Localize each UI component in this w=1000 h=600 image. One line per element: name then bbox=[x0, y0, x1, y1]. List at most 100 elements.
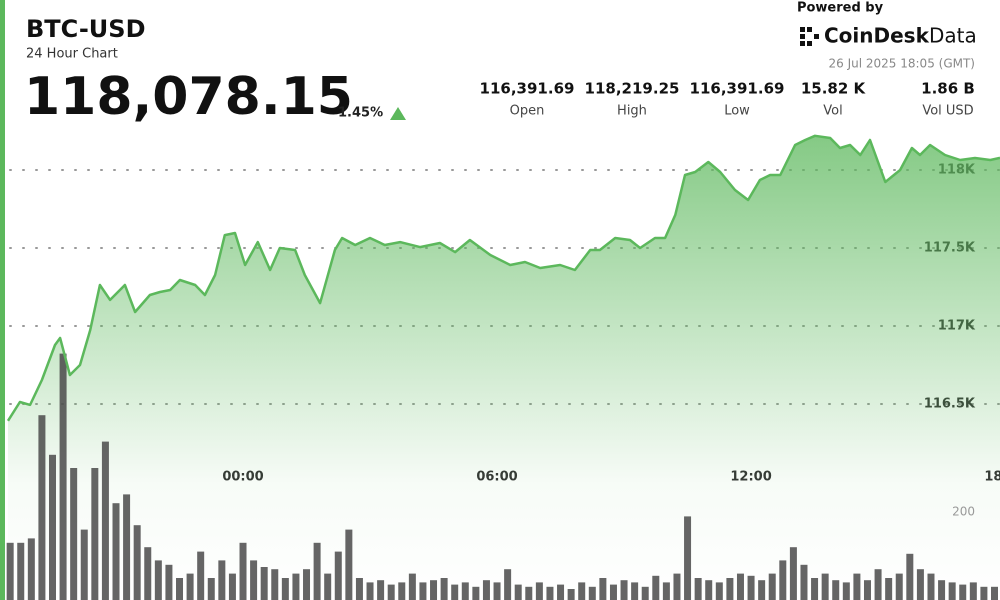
price: 118,078.15 bbox=[24, 67, 353, 127]
volume-bar bbox=[800, 564, 808, 600]
volume-bar bbox=[165, 564, 173, 600]
volume-bar bbox=[906, 553, 914, 600]
volume-bar bbox=[821, 573, 829, 600]
volume-bar bbox=[218, 560, 226, 600]
volume-bar bbox=[324, 573, 332, 600]
volume-bar bbox=[80, 529, 88, 600]
volume-bar bbox=[620, 580, 628, 600]
volume-bar bbox=[705, 580, 713, 600]
volume-bar bbox=[250, 560, 258, 600]
volume-bar bbox=[514, 584, 522, 600]
volume-bar bbox=[133, 525, 141, 600]
volume-bar bbox=[789, 547, 797, 600]
stat-value: 15.82 K bbox=[801, 80, 867, 98]
volume-tick-label: 200 bbox=[952, 505, 975, 519]
volume-bar bbox=[260, 567, 268, 600]
volume-bar bbox=[990, 586, 998, 600]
volume-bar bbox=[546, 586, 554, 600]
volume-bar bbox=[747, 575, 755, 600]
volume-bar bbox=[874, 569, 882, 600]
volume-bar bbox=[504, 569, 512, 600]
volume-bar bbox=[112, 503, 120, 600]
volume-bar bbox=[461, 582, 469, 600]
volume-bar bbox=[715, 582, 723, 600]
volume-bar bbox=[355, 578, 363, 600]
volume-bar bbox=[916, 569, 924, 600]
logo-icon bbox=[800, 27, 819, 46]
volume-bar bbox=[303, 569, 311, 600]
volume-bar bbox=[70, 468, 78, 600]
volume-bar bbox=[101, 441, 109, 600]
subtitle: 24 Hour Chart bbox=[26, 47, 118, 62]
volume-bar bbox=[832, 580, 840, 600]
stat-label: Vol USD bbox=[922, 104, 973, 119]
volume-bar bbox=[123, 494, 131, 600]
volume-bar bbox=[736, 573, 744, 600]
volume-bar bbox=[271, 569, 279, 600]
volume-bar bbox=[451, 584, 459, 600]
stat-label: Vol bbox=[823, 104, 842, 119]
title: BTC-USD bbox=[26, 15, 145, 43]
volume-bar bbox=[239, 542, 247, 600]
volume-bar bbox=[959, 584, 967, 600]
volume-bar bbox=[673, 573, 681, 600]
volume-bar bbox=[811, 578, 819, 600]
volume-bar bbox=[313, 542, 321, 600]
stat-label: High bbox=[617, 104, 647, 119]
volume-bar bbox=[186, 573, 194, 600]
volume-bar bbox=[938, 580, 946, 600]
volume-bar bbox=[599, 578, 607, 600]
volume-bar bbox=[207, 578, 215, 600]
volume-bar bbox=[758, 580, 766, 600]
volume-bar bbox=[557, 584, 565, 600]
brand-suffix: Data bbox=[929, 24, 977, 48]
volume-bar bbox=[927, 573, 935, 600]
volume-bar bbox=[578, 582, 586, 600]
volume-bar bbox=[567, 589, 575, 600]
volume-bar bbox=[895, 573, 903, 600]
volume-bar bbox=[694, 578, 702, 600]
volume-bar bbox=[842, 582, 850, 600]
volume-bar bbox=[885, 578, 893, 600]
volume-bar bbox=[631, 582, 639, 600]
brand: CoinDesk bbox=[824, 24, 930, 48]
volume-bar bbox=[176, 578, 184, 600]
volume-bar bbox=[17, 542, 25, 600]
stat-value: 1.86 B bbox=[921, 80, 975, 98]
volume-bar bbox=[948, 582, 956, 600]
price-line bbox=[6, 134, 1000, 422]
volume-bar bbox=[969, 582, 977, 600]
volume-bar bbox=[154, 560, 162, 600]
stat-value: 116,391.69 bbox=[480, 80, 575, 98]
volume-bar bbox=[48, 454, 56, 600]
stat-value: 118,219.25 bbox=[585, 80, 680, 98]
volume-bar bbox=[863, 580, 871, 600]
volume-bar bbox=[779, 560, 787, 600]
volume-bar bbox=[27, 538, 35, 600]
volume-bar bbox=[292, 573, 300, 600]
volume-bar bbox=[662, 582, 670, 600]
volume-bar bbox=[588, 586, 596, 600]
volume-bar bbox=[334, 551, 342, 600]
stat-label: Low bbox=[724, 104, 750, 119]
volume-bar bbox=[652, 575, 660, 600]
volume-bar bbox=[144, 547, 152, 600]
area-fill bbox=[8, 135, 1000, 600]
volume-bar bbox=[228, 573, 236, 600]
volume-bar bbox=[641, 586, 649, 600]
volume-bar bbox=[197, 551, 205, 600]
volume-bar bbox=[387, 584, 395, 600]
volume-bar bbox=[38, 415, 46, 600]
volume-bar bbox=[493, 582, 501, 600]
stat-label: Open bbox=[510, 104, 545, 119]
volume-bar bbox=[281, 578, 289, 600]
volume-bar bbox=[684, 516, 692, 600]
volume-bar bbox=[535, 582, 543, 600]
volume-bar bbox=[525, 586, 533, 600]
volume-bar bbox=[408, 573, 416, 600]
volume-bar bbox=[726, 578, 734, 600]
volume-bar bbox=[980, 586, 988, 600]
volume-bar bbox=[345, 529, 353, 600]
stat-value: 116,391.69 bbox=[690, 80, 785, 98]
